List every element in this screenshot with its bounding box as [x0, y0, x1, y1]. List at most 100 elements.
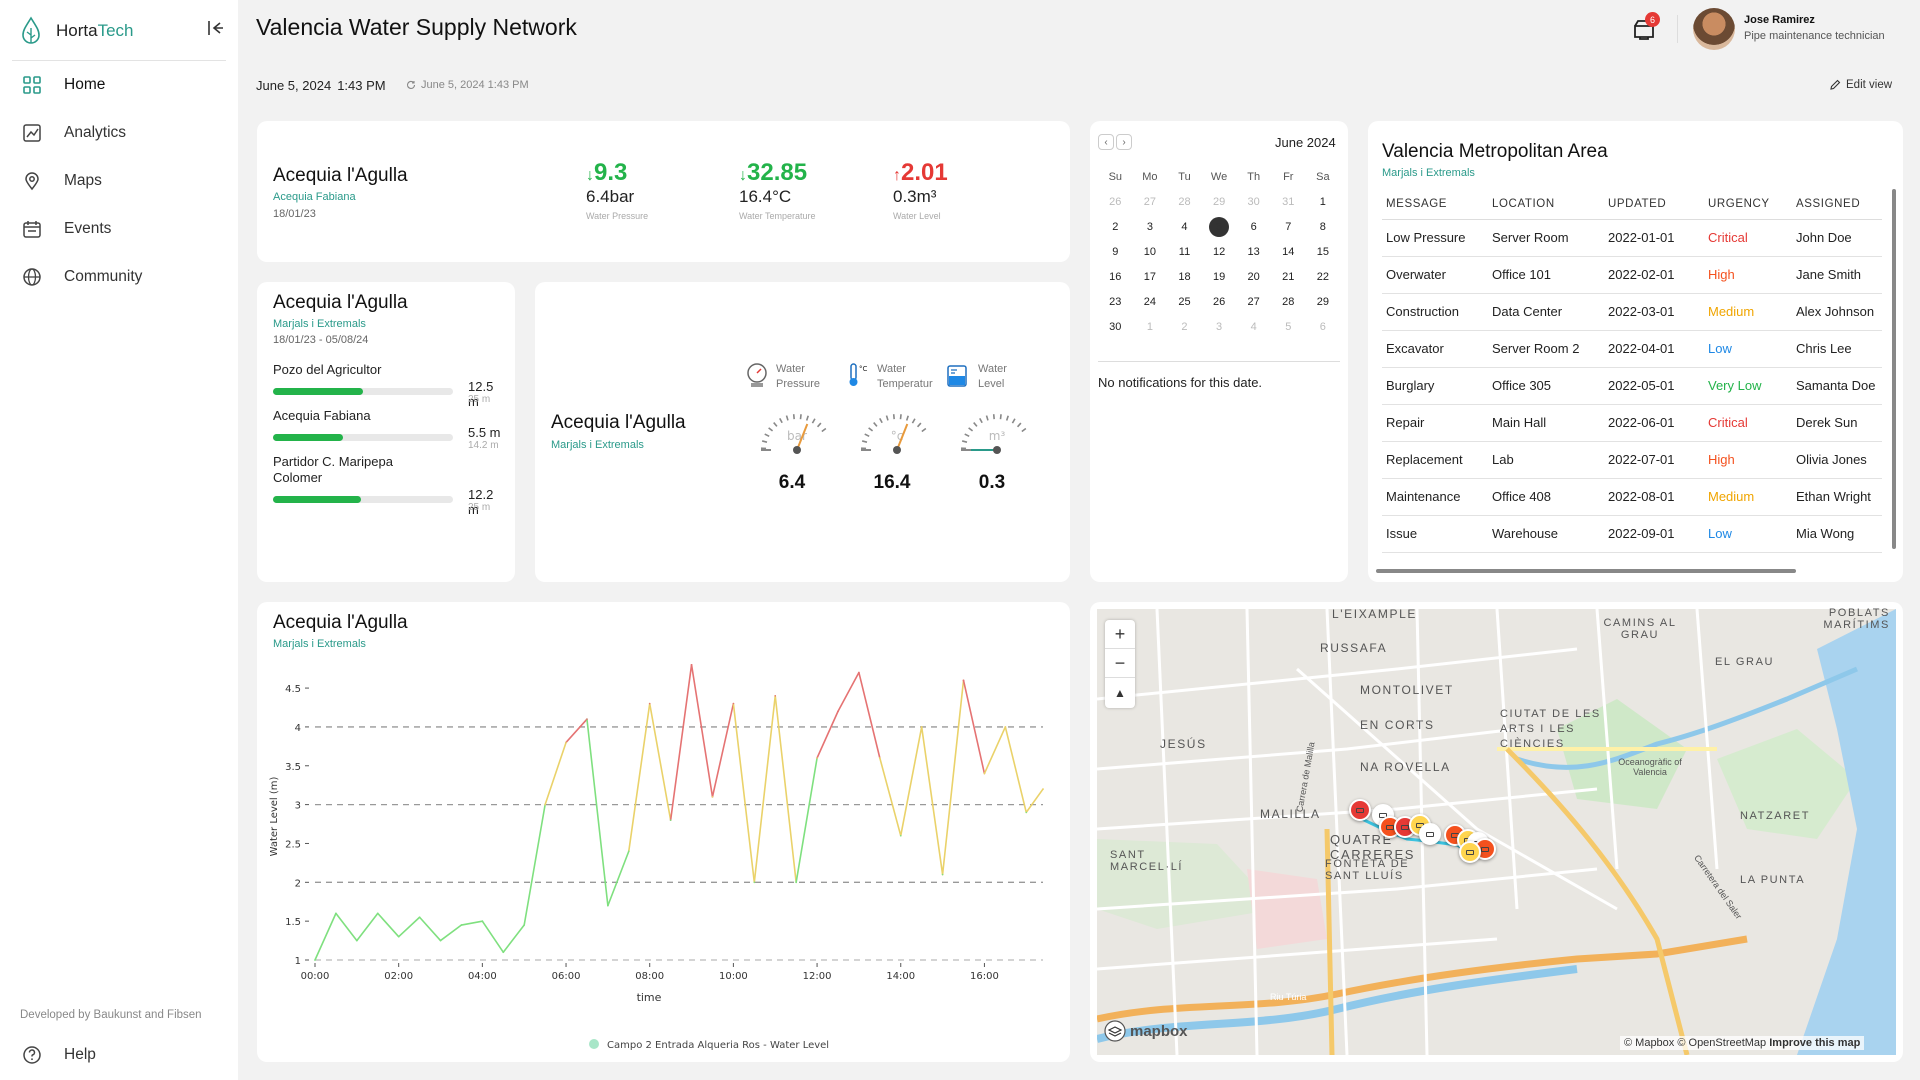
map-marker[interactable] [1459, 841, 1481, 863]
sidebar-item-help[interactable]: Help [0, 1040, 238, 1070]
avatar[interactable] [1693, 8, 1735, 50]
calendar-day[interactable]: 27 [1143, 196, 1157, 208]
calendar-day[interactable]: 31 [1282, 196, 1295, 208]
map-place-label: SANT MARCEL·LÍ [1110, 849, 1184, 873]
calendar-day[interactable]: 24 [1143, 296, 1157, 308]
calendar-day[interactable]: 6 [1250, 221, 1257, 233]
table-cell: Office 408 [1488, 478, 1604, 516]
calendar-weekday: Mo [1142, 171, 1158, 183]
calendar-day[interactable]: 23 [1109, 296, 1122, 308]
layers-icon[interactable] [1104, 1020, 1126, 1042]
table-row[interactable]: Low Pressure Server Room 2022-01-01 Critica… [1382, 219, 1882, 257]
table-row[interactable]: Construction Data Center 2022-03-01 Medium A… [1382, 293, 1882, 331]
map-place-label: QUATRE CARRERES [1330, 832, 1416, 862]
calendar-day[interactable]: 2 [1181, 321, 1188, 333]
level-value: 12.2 m [468, 487, 494, 517]
calendar-day[interactable]: 29 [1316, 296, 1329, 308]
table-cell: Lab [1488, 441, 1604, 479]
help-label: Help [64, 1046, 96, 1063]
calendar-weekday: Tu [1178, 171, 1191, 183]
calendar-day[interactable]: 4 [1181, 221, 1188, 233]
improve-map-link[interactable]: Improve this map [1769, 1037, 1861, 1049]
collapse-sidebar-icon[interactable] [205, 18, 225, 38]
calendar-day[interactable]: 8 [1319, 221, 1326, 233]
calendar-day[interactable]: 13 [1247, 246, 1260, 258]
map-place-label: Riu Túria [1270, 992, 1307, 1002]
map-zoom-controls: + − ▲ [1105, 620, 1135, 708]
calendar-day[interactable]: 14 [1282, 246, 1295, 258]
calendar-day[interactable]: 29 [1212, 196, 1226, 208]
zoom-in-button[interactable]: + [1105, 620, 1135, 649]
calendar-day[interactable]: 21 [1282, 271, 1295, 283]
table-row[interactable]: Maintenance Office 408 2022-08-01 Medium Eth… [1382, 478, 1882, 516]
compass-button[interactable]: ▲ [1114, 685, 1126, 700]
series-segment [335, 912, 358, 942]
table-row[interactable]: Excavator Server Room 2 2022-04-01 Low Chris… [1382, 330, 1882, 368]
table-row[interactable]: Overwater Office 101 2022-02-01 High Jane Sm… [1382, 256, 1882, 294]
calendar-day[interactable]: 15 [1316, 246, 1329, 258]
calendar-day[interactable]: 9 [1112, 246, 1119, 258]
calendar-day[interactable]: 3 [1216, 321, 1223, 333]
park-area [1557, 699, 1687, 809]
alerts-table-viewport[interactable]: MESSAGE LOCATION UPDATED URGENCY ASSIGNED Lo… [1382, 189, 1890, 574]
calendar-day[interactable]: 10 [1143, 246, 1157, 258]
sidebar-item-home[interactable]: Home [0, 65, 238, 105]
calendar-day[interactable]: 6 [1319, 321, 1326, 333]
column-header[interactable]: URGENCY [1704, 189, 1792, 220]
map-marker[interactable] [1419, 823, 1441, 845]
table-cell: 2022-07-01 [1604, 441, 1704, 479]
series-segment [837, 671, 860, 713]
calendar-day[interactable]: 28 [1282, 296, 1295, 308]
map-marker[interactable] [1349, 799, 1371, 821]
calendar-day[interactable]: 22 [1316, 271, 1329, 283]
calendar-day[interactable]: 20 [1247, 271, 1260, 283]
calendar-next-button[interactable]: › [1116, 134, 1132, 150]
calendar-day[interactable]: 30 [1109, 321, 1122, 333]
refresh-button[interactable]: June 5, 2024 1:43 PM [406, 79, 529, 91]
zoom-out-button[interactable]: − [1105, 649, 1135, 678]
metric-water-pressure: ↓9.3 6.4bar Water Pressure [586, 159, 648, 221]
calendar-day[interactable]: 17 [1143, 271, 1157, 283]
column-header[interactable]: LOCATION [1488, 189, 1604, 220]
calendar-day[interactable]: 26 [1109, 196, 1122, 208]
table-row[interactable]: Burglary Office 305 2022-05-01 Very Low Sama… [1382, 367, 1882, 405]
table-row[interactable]: Replacement Lab 2022-07-01 High Olivia Jones [1382, 441, 1882, 479]
column-header[interactable]: UPDATED [1604, 189, 1704, 220]
calendar-day[interactable]: 7 [1285, 221, 1292, 233]
calendar-day[interactable]: 1 [1319, 196, 1326, 208]
map-canvas[interactable] [1097, 609, 1896, 1055]
calendar-day[interactable]: 19 [1212, 271, 1226, 283]
calendar-day[interactable]: 12 [1212, 246, 1226, 258]
edit-view-button[interactable]: Edit view [1829, 79, 1892, 91]
calendar-day[interactable]: 25 [1178, 296, 1191, 308]
calendar-day[interactable]: 11 [1178, 246, 1191, 258]
table-row[interactable]: Issue Warehouse 2022-09-01 Low Mia Wong [1382, 515, 1882, 553]
calendar-day[interactable]: 28 [1178, 196, 1191, 208]
map-place-label: CAMINS AL GRAU [1603, 617, 1677, 641]
table-horizontal-scrollbar[interactable] [1376, 569, 1796, 573]
calendar-day[interactable]: 2 [1112, 221, 1119, 233]
calendar-day[interactable]: 26 [1212, 296, 1226, 308]
calendar-day[interactable]: 18 [1178, 271, 1191, 283]
calendar-day[interactable]: 16 [1109, 271, 1122, 283]
calendar-day[interactable]: 27 [1247, 296, 1260, 308]
calendar-day[interactable]: 4 [1250, 321, 1257, 333]
column-header[interactable]: ASSIGNED [1792, 189, 1882, 220]
gauge-tick [821, 427, 827, 433]
calendar-day[interactable]: 3 [1146, 221, 1153, 233]
table-row[interactable]: Repair Main Hall 2022-06-01 Critical Derek S… [1382, 404, 1882, 442]
table-vertical-scrollbar[interactable] [1892, 189, 1896, 549]
calendar-day-selected[interactable]: 5 [1202, 215, 1237, 240]
sidebar-item-analytics[interactable]: Analytics [0, 113, 238, 153]
sidebar-item-maps[interactable]: Maps [0, 161, 238, 201]
calendar-prev-button[interactable]: ‹ [1098, 134, 1114, 150]
app-logo[interactable]: HortaTech [20, 14, 134, 48]
data-point [335, 912, 337, 915]
column-header[interactable]: MESSAGE [1382, 189, 1488, 220]
level-track [273, 388, 453, 395]
sidebar-item-events[interactable]: Events [0, 209, 238, 249]
calendar-day[interactable]: 5 [1285, 321, 1292, 333]
calendar-day[interactable]: 30 [1247, 196, 1260, 208]
calendar-day[interactable]: 1 [1146, 321, 1153, 333]
sidebar-item-community[interactable]: Community [0, 257, 238, 297]
